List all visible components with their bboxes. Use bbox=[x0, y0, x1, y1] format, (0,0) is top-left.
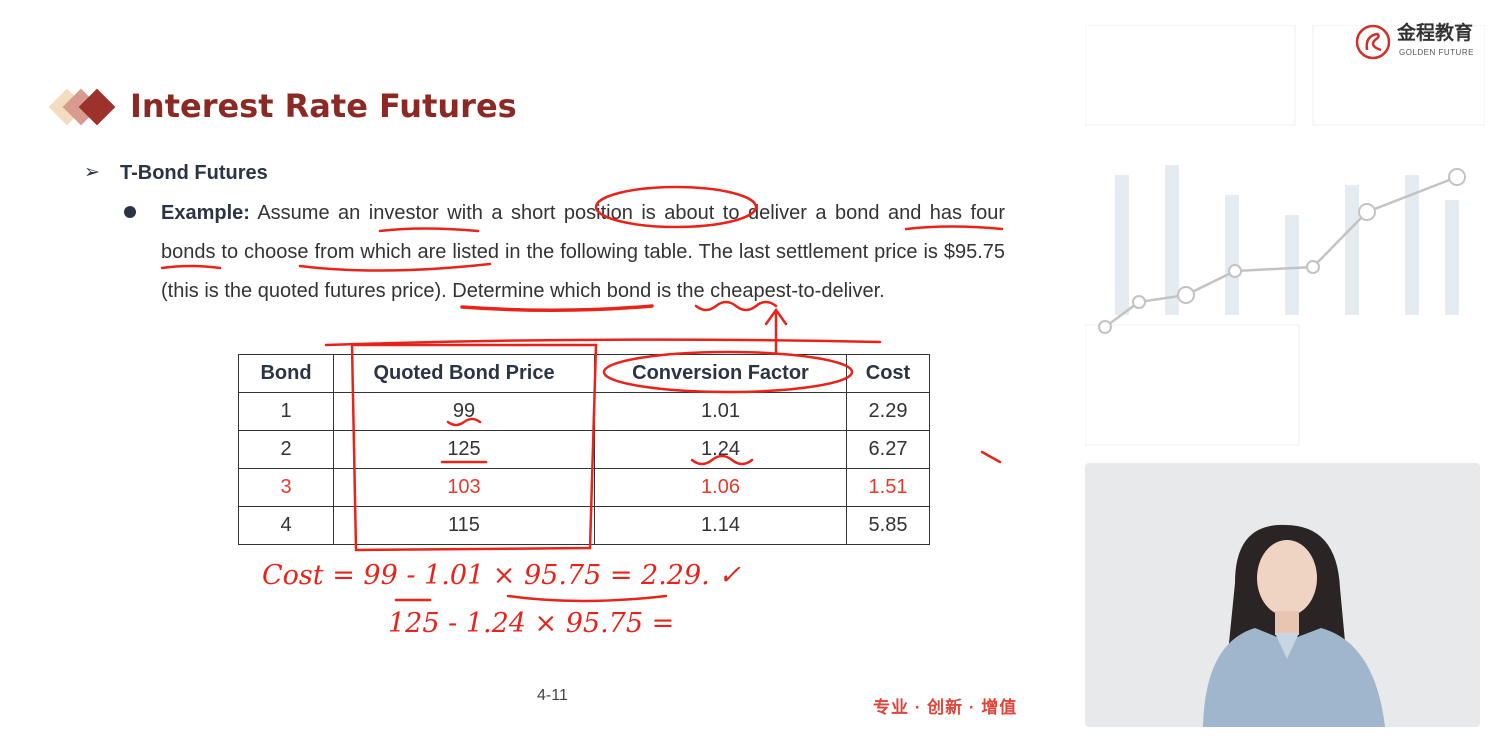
circle-short-position bbox=[594, 185, 758, 229]
circle-conversion-factor bbox=[602, 350, 854, 394]
underline bbox=[160, 264, 222, 270]
example-text: Assume an investor with a short position… bbox=[161, 202, 1005, 302]
slide-title: Interest Rate Futures bbox=[130, 87, 517, 125]
underline bbox=[298, 262, 492, 272]
squiggle bbox=[446, 417, 482, 427]
cell: 115 bbox=[333, 506, 595, 545]
handwritten-line-1: Cost = 99 - 1.01 × 95.75 = 2.29. ✓ bbox=[262, 560, 741, 591]
golden-future-logo-icon bbox=[1355, 24, 1391, 60]
bullet-dot-icon bbox=[124, 206, 136, 218]
example-label: Example: bbox=[161, 202, 250, 224]
slogan: 专业 · 创新 · 增值 bbox=[873, 698, 1018, 717]
cell: 1.14 bbox=[594, 506, 847, 545]
cell: 99 bbox=[333, 392, 595, 431]
presenter-figure bbox=[1203, 524, 1385, 727]
slide-subtitle: T-Bond Futures bbox=[120, 162, 268, 184]
cell: 6.27 bbox=[846, 430, 930, 469]
table-row: 1 99 1.01 2.29 bbox=[238, 392, 930, 431]
bond-table: Bond Quoted Bond Price Conversion Factor… bbox=[238, 354, 930, 545]
page-number: 4-11 bbox=[537, 687, 568, 704]
underline-settlement bbox=[460, 304, 654, 312]
underline bbox=[506, 594, 668, 603]
underline bbox=[378, 227, 480, 233]
cell: 2 bbox=[238, 430, 334, 469]
cell: 1.51 bbox=[846, 468, 930, 507]
cell: 5.85 bbox=[846, 506, 930, 545]
table-row: 4 115 1.14 5.85 bbox=[238, 506, 930, 545]
tick-mark bbox=[980, 450, 1002, 464]
logo-text-en: GOLDEN FUTURE bbox=[1399, 48, 1474, 57]
squiggle bbox=[694, 300, 778, 312]
header-price: Quoted Bond Price bbox=[333, 354, 595, 393]
pen-annotations bbox=[160, 185, 1004, 603]
handwritten-line-2: 125 - 1.24 × 95.75 = bbox=[388, 608, 675, 639]
table-row: 2 125 1.24 6.27 bbox=[238, 430, 930, 469]
cell: 3 bbox=[238, 468, 334, 507]
table-row-highlighted: 3 103 1.06 1.51 bbox=[238, 468, 930, 507]
arrow-up bbox=[764, 307, 788, 354]
cell: 2.29 bbox=[846, 392, 930, 431]
background-infographic bbox=[1085, 25, 1485, 446]
header-bond: Bond bbox=[238, 354, 334, 393]
arrow-bullet-icon: ➢ bbox=[84, 162, 100, 183]
box-price-column bbox=[350, 343, 598, 552]
cell: 1.24 bbox=[594, 430, 847, 469]
underline bbox=[324, 338, 882, 347]
squiggle bbox=[690, 454, 754, 466]
cell: 103 bbox=[333, 468, 595, 507]
cell: 4 bbox=[238, 506, 334, 545]
presenter-video bbox=[1085, 463, 1480, 727]
example-paragraph: Example: Assume an investor with a short… bbox=[161, 194, 1005, 311]
underline bbox=[904, 225, 1004, 231]
logo-text-cn: 金程教育 bbox=[1397, 23, 1474, 44]
